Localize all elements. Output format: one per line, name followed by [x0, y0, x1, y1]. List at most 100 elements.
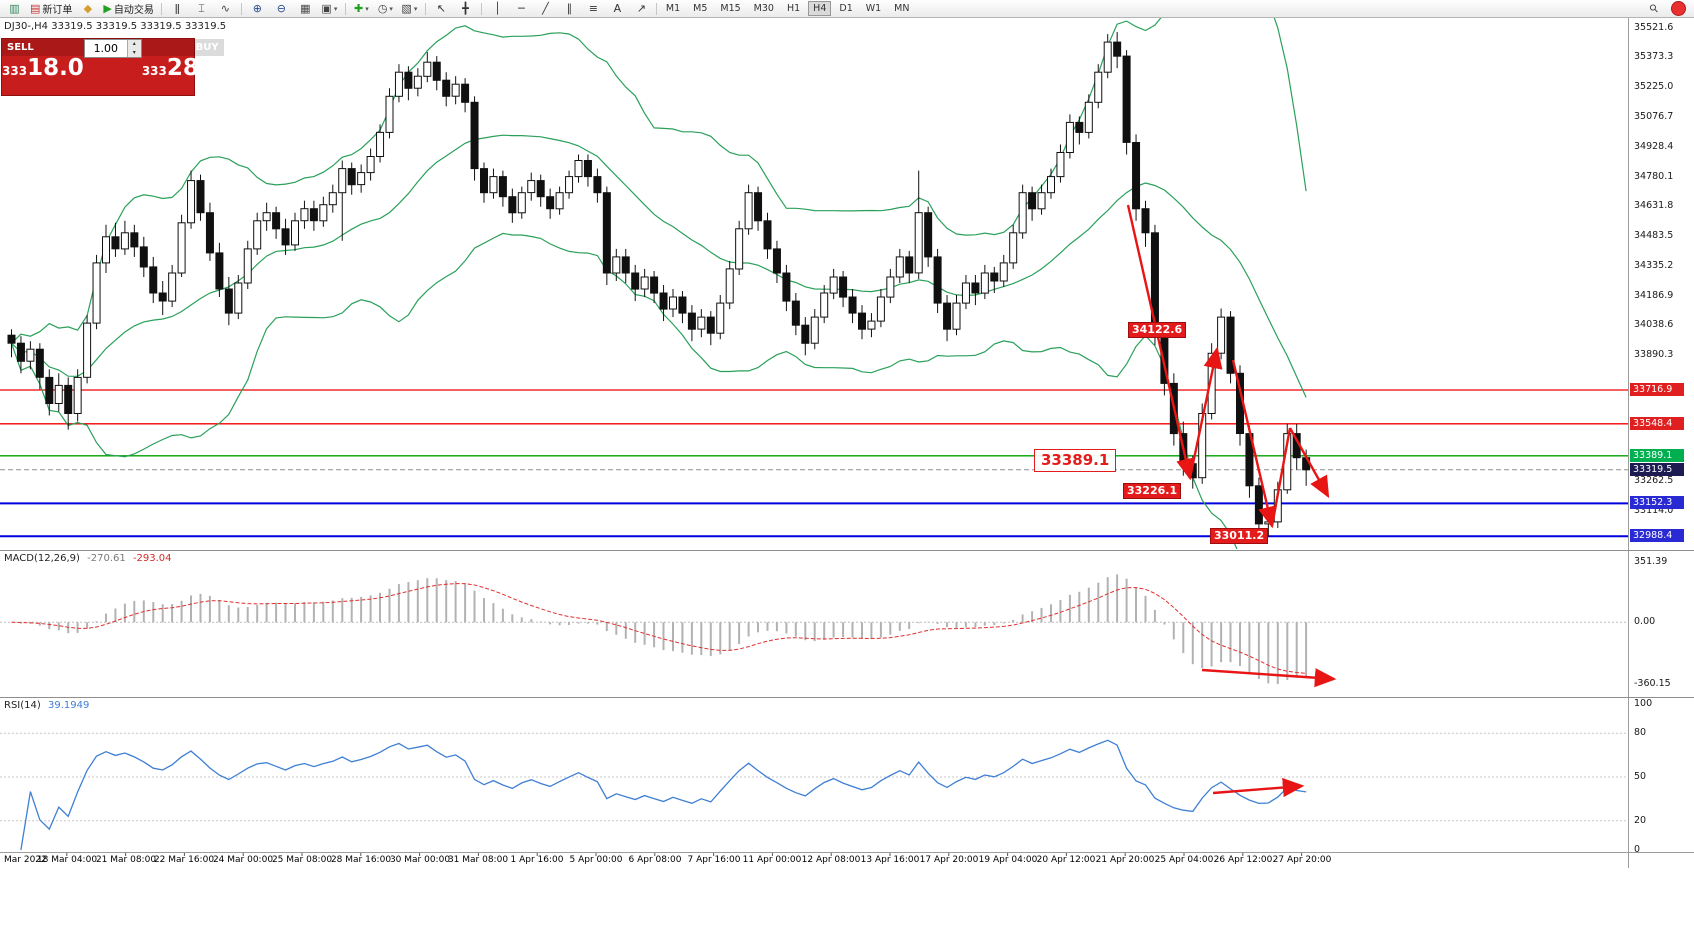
- timeframe-m1-button[interactable]: M1: [665, 3, 681, 14]
- vertical-line-button[interactable]: │: [486, 0, 509, 17]
- search-button[interactable]: ⚲: [1643, 0, 1666, 17]
- scale-tick: 34631.8: [1634, 200, 1674, 211]
- timeframe-w1-button[interactable]: W1: [865, 3, 882, 14]
- volume-input[interactable]: [84, 40, 127, 57]
- date-label: 31 Mar 08:00: [447, 855, 509, 865]
- trend-arrow[interactable]: [1201, 668, 1337, 688]
- zoom-in-button[interactable]: ⊕: [246, 0, 269, 17]
- price-annotation[interactable]: 33226.1: [1123, 483, 1182, 499]
- scale-tick: 20: [1634, 815, 1647, 826]
- date-label: 27 Apr 20:00: [1272, 855, 1332, 865]
- scale-tick: 33262.5: [1634, 475, 1674, 486]
- buy-button[interactable]: BUY 333 28.0: [141, 39, 224, 95]
- scale-tick: 34335.2: [1634, 260, 1674, 271]
- date-label: 20 Apr 12:00: [1036, 855, 1096, 865]
- sell-price-prefix: 333: [2, 64, 28, 78]
- templates-button[interactable]: ▧ ▾: [398, 0, 421, 17]
- date-label: 13 Apr 16:00: [860, 855, 920, 865]
- indicators-icon: ✚: [354, 2, 364, 15]
- price-annotation[interactable]: 33011.2: [1210, 528, 1269, 544]
- buy-price-prefix: 333: [141, 64, 167, 78]
- date-label: 18 Mar 04:00: [36, 855, 98, 865]
- timeframe-mn-button[interactable]: MN: [894, 3, 910, 14]
- volume-down-button[interactable]: ▾: [127, 48, 141, 57]
- search-icon: ⚲: [1647, 1, 1662, 16]
- price-badge: 32988.4: [1630, 529, 1684, 542]
- text-icon: A: [613, 2, 622, 15]
- bar-chart-icon: ǁ: [174, 2, 181, 15]
- mql5-market-icon[interactable]: ◆: [76, 0, 99, 17]
- text-button[interactable]: A: [606, 0, 629, 17]
- sell-label: SELL: [2, 39, 84, 56]
- trendline-button[interactable]: ╱: [534, 0, 557, 17]
- date-label: 17 Apr 20:00: [919, 855, 979, 865]
- periods-icon: ◷: [377, 2, 388, 15]
- scale-tick: 35521.6: [1634, 22, 1674, 33]
- sell-price-big: 18.0: [27, 55, 84, 81]
- timeframe-m30-button[interactable]: M30: [753, 3, 774, 14]
- buy-label: BUY: [141, 39, 224, 56]
- line-chart-button[interactable]: ∿: [214, 0, 237, 17]
- trend-arrow[interactable]: [1212, 777, 1305, 798]
- macd-panel-divider[interactable]: [0, 550, 1694, 551]
- horizontal-line-button[interactable]: ─: [510, 0, 533, 17]
- date-label: 28 Mar 16:00: [330, 855, 392, 865]
- vertical-line-icon: │: [494, 2, 501, 15]
- trend-arrow[interactable]: [1288, 427, 1330, 499]
- volume-up-button[interactable]: ▴: [127, 40, 141, 49]
- tile-windows-button[interactable]: ▦: [294, 0, 317, 17]
- cursor-button[interactable]: ↖: [430, 0, 453, 17]
- scale-tick: -360.15: [1634, 678, 1671, 689]
- fibonacci-icon: ≡: [588, 2, 598, 15]
- time-scale[interactable]: Mar 2022 18 Mar 04:00 21 Mar 08:00 22 Mar 1…: [0, 853, 1694, 869]
- bar-chart-button[interactable]: ǁ: [166, 0, 189, 17]
- auto-trading-button[interactable]: ▶ 自动交易: [100, 0, 156, 17]
- timeframe-h4-button[interactable]: H4: [808, 1, 832, 16]
- date-label: 12 Apr 08:00: [801, 855, 861, 865]
- notification-badge: [1671, 1, 1686, 16]
- trend-arrow[interactable]: [1231, 359, 1277, 529]
- zoom-out-icon: ⊖: [276, 2, 286, 15]
- auto-arrange-button[interactable]: ▣ ▾: [318, 0, 341, 17]
- rsi-panel-divider[interactable]: [0, 697, 1694, 698]
- timeframe-m15-button[interactable]: M15: [720, 3, 741, 14]
- scale-tick: 35373.3: [1634, 51, 1674, 62]
- new-order-button[interactable]: ▤ 新订单: [27, 0, 75, 17]
- price-annotation[interactable]: 34122.6: [1128, 322, 1187, 338]
- templates-icon: ▧: [401, 2, 412, 15]
- arrows-button[interactable]: ↗: [630, 0, 653, 17]
- crosshair-icon: ╋: [462, 2, 469, 15]
- trend-arrow[interactable]: [1270, 427, 1292, 527]
- zoom-out-button[interactable]: ⊖: [270, 0, 293, 17]
- trend-arrow[interactable]: [1188, 346, 1223, 479]
- toolbar-separator: [655, 2, 657, 15]
- auto-arrange-icon: ▣: [321, 2, 332, 15]
- sell-price: 333 18.0: [2, 56, 84, 95]
- indicators-button[interactable]: ✚ ▾: [350, 0, 373, 17]
- date-label: 22 Mar 16:00: [153, 855, 215, 865]
- price-badge: 33319.5: [1630, 463, 1684, 476]
- periods-button[interactable]: ◷ ▾: [374, 0, 397, 17]
- ohlc-readout: DJ30-,H4 33319.5 33319.5 33319.5 33319.5: [4, 21, 227, 32]
- date-label: 25 Apr 04:00: [1154, 855, 1214, 865]
- timeframe-d1-button[interactable]: D1: [839, 3, 853, 14]
- crosshair-button[interactable]: ╋: [454, 0, 477, 17]
- scale-tick: 33114.0: [1634, 505, 1674, 516]
- date-label: 1 Apr 16:00: [510, 855, 564, 865]
- sell-button[interactable]: SELL 333 18.0: [2, 39, 84, 95]
- macd-signal-value: -293.04: [132, 553, 172, 564]
- date-label: Mar 2022: [4, 855, 47, 865]
- candlestick-chart-button[interactable]: ⌶: [190, 0, 213, 17]
- timeframe-h1-button[interactable]: H1: [786, 3, 801, 14]
- trend-arrow[interactable]: [1126, 204, 1196, 481]
- price-scale[interactable]: 35521.6 35373.3 35225.0 35076.7 34928.4 34780…: [1630, 0, 1694, 937]
- buy-price: 333 28.0: [142, 56, 224, 95]
- channel-button[interactable]: ∥: [558, 0, 581, 17]
- macd-indicator-label: MACD(12,26,9) -270.61 -293.04: [4, 553, 172, 564]
- fibonacci-button[interactable]: ≡: [582, 0, 605, 17]
- new-chart-button[interactable]: ▥: [3, 0, 26, 17]
- scale-tick: 50: [1634, 771, 1647, 782]
- timeframe-m5-button[interactable]: M5: [693, 3, 708, 14]
- price-annotation[interactable]: 33389.1: [1034, 449, 1117, 472]
